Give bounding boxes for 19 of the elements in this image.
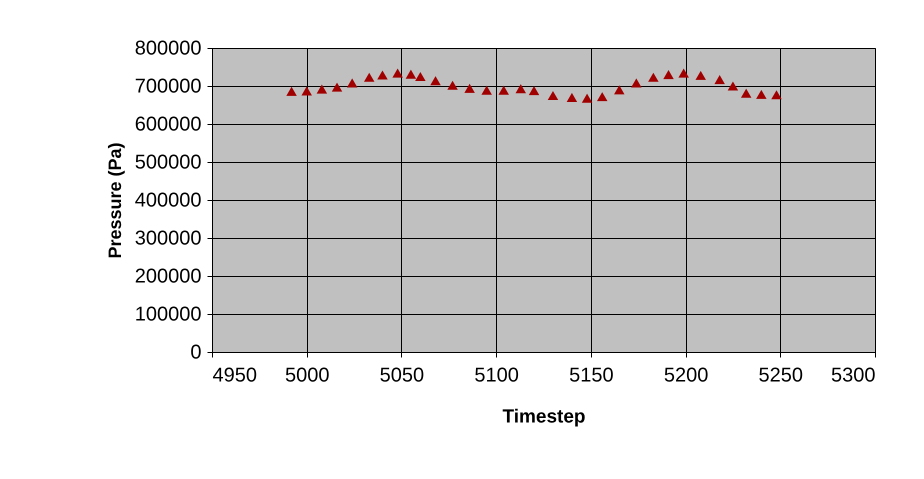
x-tick-label: 5000 — [284, 364, 330, 386]
y-tick-label: 100000 — [134, 304, 202, 326]
y-tick-label: 500000 — [134, 152, 202, 174]
y-tick-label: 400000 — [134, 190, 202, 212]
y-tick-label: 800000 — [134, 38, 202, 60]
x-tick-label: 5300 — [831, 364, 876, 386]
x-tick-label: 5050 — [380, 364, 424, 386]
x-tick-label: 4950 — [212, 364, 257, 386]
y-tick-label: 0 — [190, 342, 202, 364]
x-axis-title: Timestep — [502, 406, 586, 428]
y-axis-title: Pressure (Pa) — [104, 142, 125, 259]
x-tick-label: 5250 — [758, 364, 804, 386]
x-tick-label: 5150 — [569, 364, 614, 386]
x-tick-label: 5100 — [474, 364, 519, 386]
x-tick-label: 5200 — [664, 364, 708, 386]
y-tick-label: 200000 — [134, 266, 202, 288]
y-tick-label: 700000 — [134, 76, 202, 98]
y-tick-label: 600000 — [134, 114, 202, 136]
y-tick-label: 300000 — [134, 228, 202, 250]
